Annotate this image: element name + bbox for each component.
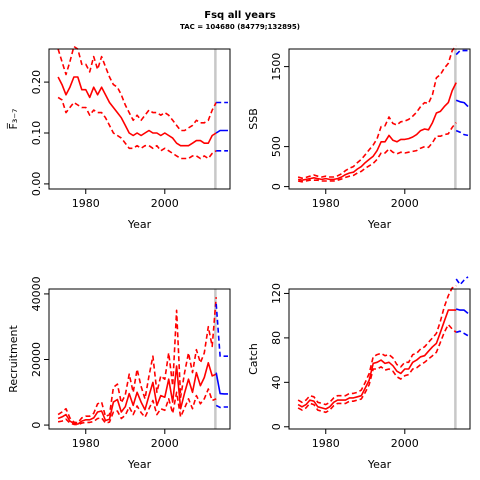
- y-axis-label: Catch: [247, 343, 260, 375]
- series-forecast-median: [455, 99, 469, 108]
- series-history-lower: [297, 323, 457, 414]
- x-axis-label: Year: [367, 218, 392, 231]
- x-axis-label: Year: [127, 458, 152, 471]
- series-history-upper: [297, 45, 457, 179]
- x-tick-label: 2000: [151, 197, 179, 210]
- series-forecast-upper: [455, 49, 468, 56]
- series-forecast-upper: [455, 276, 469, 286]
- y-tick-label: 0.00: [30, 172, 43, 197]
- series-history-median: [297, 309, 457, 410]
- y-tick-label: 0: [270, 183, 283, 190]
- x-tick-label: 2000: [391, 197, 419, 210]
- series-forecast-lower: [455, 330, 469, 337]
- x-tick-label: 2000: [151, 437, 179, 450]
- y-axis-label: F̅₃₋₇: [7, 109, 20, 130]
- y-tick-label: 40000: [30, 276, 43, 311]
- y-axis-label: SSB: [247, 108, 260, 130]
- chart-title: Fsq all years: [204, 10, 276, 21]
- panel-catch: 1980 2000 Year 0 40 80 120 Catch: [247, 276, 471, 471]
- x-tick-label: 1980: [312, 437, 340, 450]
- series-forecast-upper: [215, 303, 228, 358]
- plot-frame: [288, 48, 471, 190]
- series-history-median: [57, 361, 217, 425]
- series-history-upper: [57, 45, 217, 132]
- x-tick-label: 1980: [72, 437, 100, 450]
- series-history-upper: [297, 284, 457, 406]
- y-tick-label: 1500: [270, 53, 283, 81]
- series-history-lower: [57, 388, 217, 426]
- y-axis-label: Recruitment: [7, 325, 20, 393]
- series-history-upper: [57, 297, 217, 424]
- y-tick-label: 120: [270, 283, 283, 304]
- series-forecast-lower: [455, 129, 469, 137]
- y-tick-label: 40: [270, 375, 283, 389]
- y-tick-label: 0: [270, 423, 283, 430]
- y-tick-label: 0.20: [30, 70, 43, 95]
- series-forecast-median: [215, 372, 228, 395]
- series-history-lower: [57, 96, 217, 160]
- y-tick-label: 0.10: [30, 121, 43, 146]
- y-tick-label: 80: [270, 331, 283, 345]
- series-forecast-median: [455, 308, 469, 315]
- panel-ssb: 1980 2000 Year 0 500 1500 SSB: [247, 45, 471, 231]
- x-tick-label: 2000: [391, 437, 419, 450]
- y-tick-label: 0: [30, 422, 43, 429]
- x-tick-label: 1980: [72, 197, 100, 210]
- chart-subtitle: TAC = 104680 (84779;132895): [180, 23, 300, 31]
- plot-frame: [288, 288, 471, 430]
- series-history-median: [57, 76, 217, 147]
- panel-f: 1980 2000 Year 0.00 0.10 0.20 F̅₃₋₇: [7, 45, 231, 231]
- x-axis-label: Year: [367, 458, 392, 471]
- y-tick-label: 20000: [30, 342, 43, 377]
- x-tick-label: 1980: [312, 197, 340, 210]
- series-history-lower: [297, 122, 457, 183]
- y-tick-label: 500: [270, 136, 283, 157]
- panel-recruitment: 1980 2000 Year 0 20000 40000 Recruitment: [7, 276, 231, 471]
- x-axis-label: Year: [127, 218, 152, 231]
- series-forecast-lower: [215, 404, 228, 409]
- plot-frame: [48, 288, 231, 430]
- series-history-median: [297, 82, 457, 181]
- plot-frame: [48, 48, 231, 190]
- series-forecast-median: [215, 129, 228, 134]
